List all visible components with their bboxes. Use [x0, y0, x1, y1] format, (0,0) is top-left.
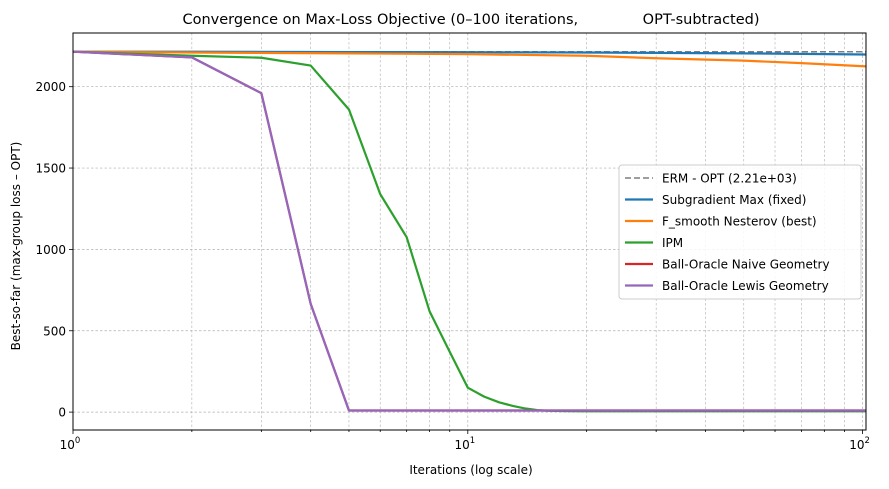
y-axis: 0 500 1000 1500 2000: [35, 80, 73, 420]
x-tick-label: 102: [849, 436, 870, 452]
plot-frame: [72, 32, 867, 431]
chart-title: Convergence on Max-Loss Objective (0–100…: [182, 12, 759, 28]
y-tick-label: 2000: [35, 80, 66, 94]
legend-label-3: IPM: [662, 236, 683, 250]
legend-label-2: F_smooth Nesterov (best): [662, 215, 817, 229]
legend: ERM - OPT (2.21e+03) Subgradient Max (fix…: [618, 164, 862, 300]
series-lines: [72, 50, 867, 413]
legend-label-1: Subgradient Max (fixed): [662, 193, 806, 207]
legend-box: [618, 164, 862, 300]
y-axis-label: Best-so-far (max-group loss – OPT): [9, 142, 23, 351]
legend-label-0: ERM - OPT (2.21e+03): [662, 172, 797, 186]
x-axis-label: Iterations (log scale): [409, 463, 532, 477]
legend-items: ERM - OPT (2.21e+03) Subgradient Max (fix…: [625, 172, 830, 293]
series-line-5: [72, 50, 866, 412]
legend-label-4: Ball-Oracle Naive Geometry: [662, 258, 830, 272]
series-line-2: [72, 50, 867, 68]
y-tick-label: 1000: [35, 243, 66, 257]
y-tick-label: 0: [58, 406, 66, 420]
y-tick-label: 500: [43, 324, 66, 338]
x-axis: 100 101 102: [60, 430, 870, 452]
legend-label-5: Ball-Oracle Lewis Geometry: [662, 279, 829, 293]
y-tick-label: 1500: [35, 162, 66, 176]
x-tick-label: 101: [454, 436, 475, 452]
x-tick-label: 100: [60, 436, 81, 452]
